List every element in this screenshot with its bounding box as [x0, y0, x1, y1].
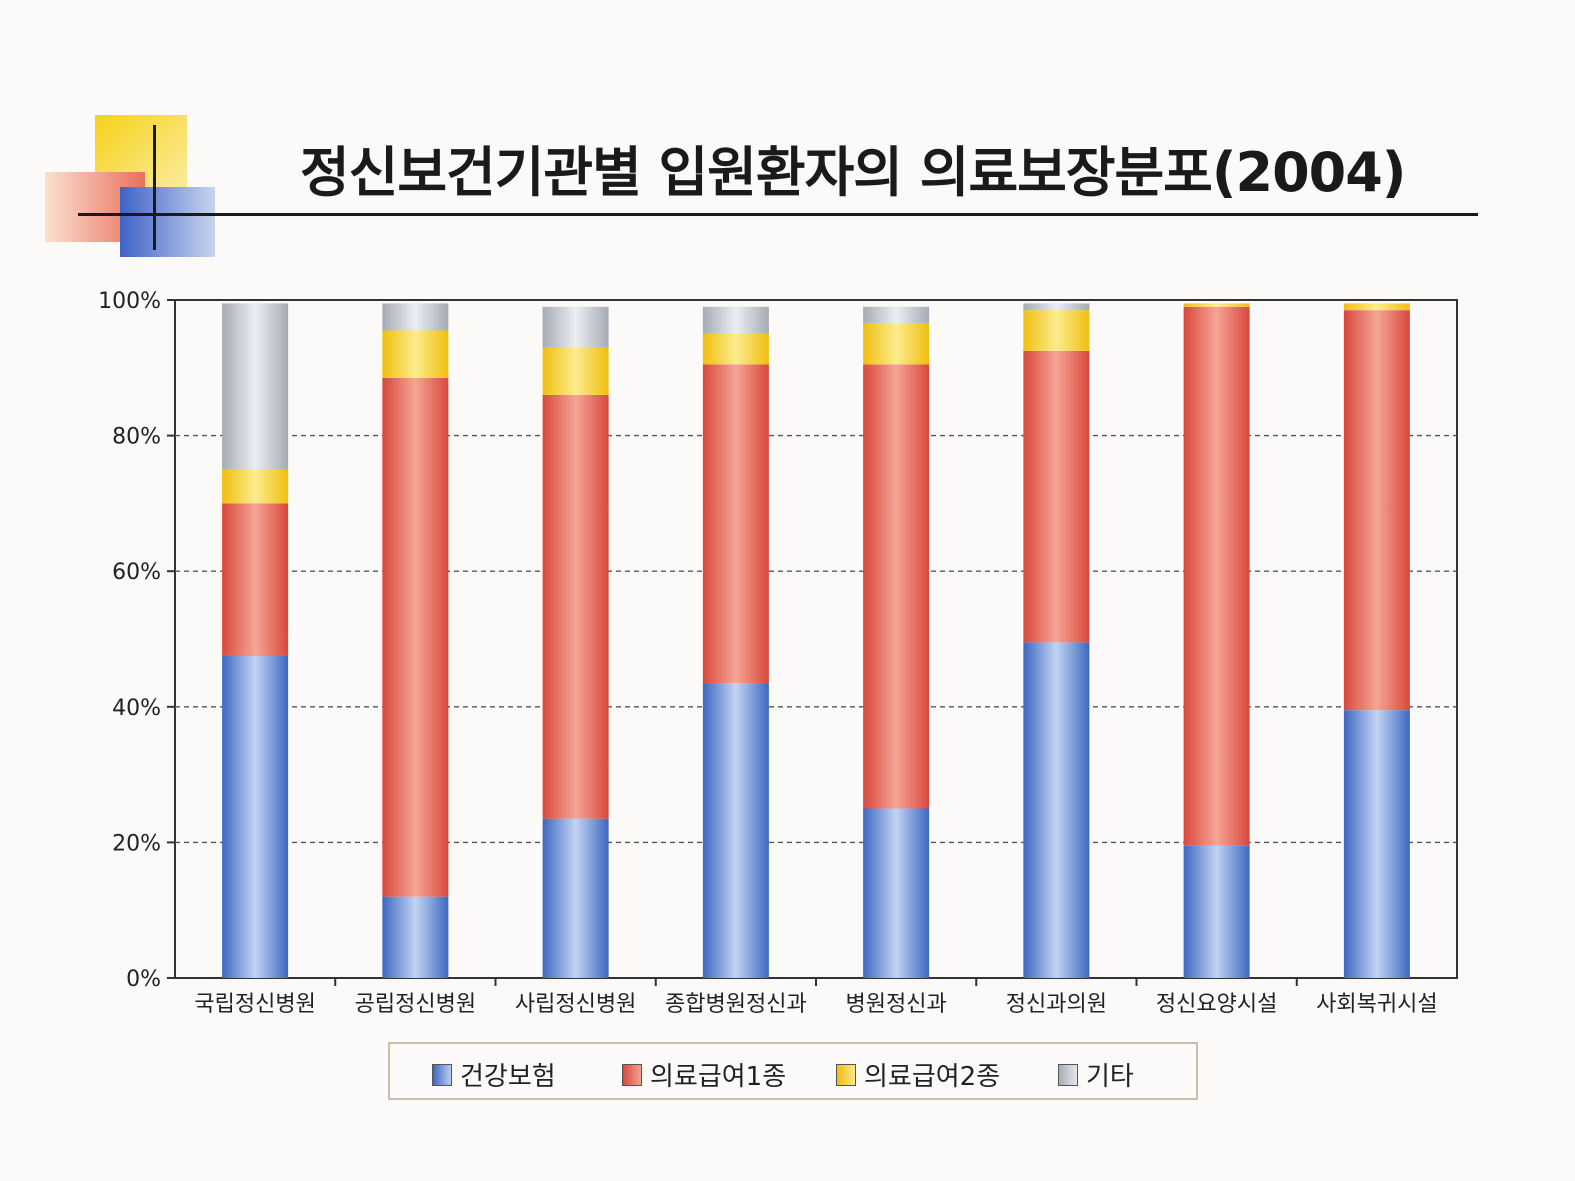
bar-segment — [382, 303, 449, 331]
legend-swatch-gray — [1058, 1063, 1078, 1086]
legend-label: 의료급여1종 — [650, 1062, 787, 1092]
bar-segment — [1023, 642, 1090, 978]
bar-segment — [702, 333, 769, 365]
bar-segment — [382, 377, 449, 897]
x-category-label: 정신과의원 — [1006, 992, 1107, 1017]
y-tick-label: 80% — [112, 425, 161, 450]
bar-segment — [1183, 845, 1250, 978]
plot-frame — [174, 299, 1458, 979]
legend-item-health-insurance: 건강보험 — [432, 1056, 556, 1093]
chart-legend: 건강보험 의료급여1종 의료급여2종 기타 — [388, 1042, 1198, 1100]
x-category-label: 사회복귀시설 — [1316, 992, 1437, 1017]
legend-item-medical-aid-1: 의료급여1종 — [622, 1056, 786, 1093]
x-category-label: 병원정신과 — [846, 992, 947, 1017]
x-category-label: 사립정신병원 — [515, 992, 636, 1017]
bar-segment — [863, 808, 930, 978]
legend-item-other: 기타 — [1058, 1056, 1134, 1093]
x-category-label: 정신요양시설 — [1156, 992, 1277, 1017]
y-tick-label: 0% — [126, 967, 161, 992]
legend-label: 건강보험 — [460, 1062, 556, 1092]
bar-segment — [1183, 306, 1250, 846]
bar-segment — [1023, 303, 1090, 311]
legend-label: 기타 — [1086, 1062, 1134, 1092]
bar-segment — [542, 818, 609, 978]
bar-segment — [1023, 310, 1090, 351]
bar-segment — [1023, 350, 1090, 643]
bar-segment — [702, 306, 769, 334]
bar-segment — [702, 683, 769, 978]
y-tick-label: 20% — [112, 831, 161, 856]
bar-segment — [863, 306, 930, 324]
legend-label: 의료급여2종 — [864, 1062, 1001, 1092]
bar-segment — [702, 364, 769, 684]
legend-item-medical-aid-2: 의료급여2종 — [836, 1056, 1000, 1093]
y-tick-label: 100% — [98, 289, 161, 314]
decor-cross-vertical — [153, 125, 156, 250]
bar-segment — [1343, 303, 1410, 311]
bar-segment — [542, 306, 609, 348]
bar-segment — [382, 896, 449, 978]
bar-segment — [1343, 710, 1410, 978]
legend-swatch-blue — [432, 1063, 452, 1086]
decor-blue-square — [120, 187, 215, 257]
x-category-label: 종합병원정신과 — [665, 992, 807, 1017]
bar-segment — [863, 323, 930, 365]
x-category-label: 공립정신병원 — [355, 992, 476, 1017]
chart-title: 정신보건기관별 입원환자의 의료보장분포(2004) — [300, 141, 1406, 204]
bar-segment — [222, 469, 289, 504]
bar-segment — [542, 394, 609, 819]
bar-segment — [1343, 310, 1410, 711]
y-tick-label: 40% — [112, 696, 161, 721]
bar-segment — [382, 330, 449, 378]
bar-segment — [542, 347, 609, 395]
x-category-label: 국립정신병원 — [194, 992, 315, 1017]
bar-segment — [863, 364, 930, 809]
legend-swatch-yellow — [836, 1063, 856, 1086]
y-tick-label: 60% — [112, 560, 161, 585]
bar-segment — [222, 503, 289, 656]
bar-segment — [222, 303, 289, 470]
title-rule — [78, 213, 1478, 216]
bar-segment — [222, 655, 289, 978]
legend-swatch-red — [622, 1063, 642, 1086]
bar-segment — [1183, 303, 1250, 307]
